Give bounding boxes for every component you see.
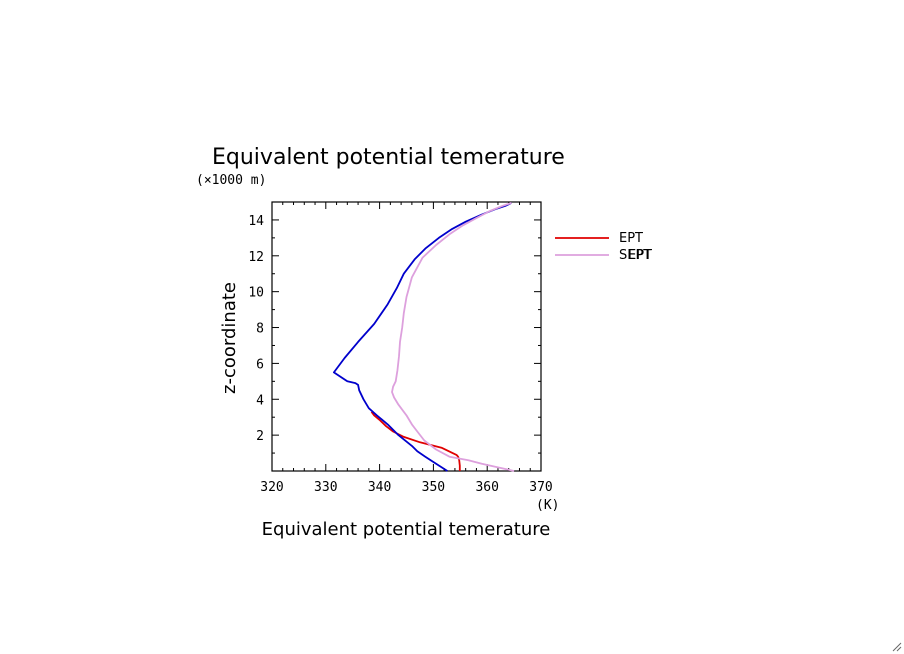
legend-label: EPT [628,248,652,263]
y-tick-label: 10 [248,286,264,301]
axis-ticks: 320 330 340 350 360 370 2 4 6 8 10 12 14 [248,202,553,495]
series-lines [332,202,515,472]
y-tick-label: 8 [256,322,264,337]
y-tick-label: 2 [256,429,264,444]
legend-label: SEPT [619,248,651,263]
x-axis-label: Equivalent potential temerature [262,519,551,540]
series-line-1 [332,202,512,472]
legend-label: EPT [619,231,643,246]
x-axis-unit: (K) [536,498,559,513]
plot-frame [271,201,542,472]
y-tick-label: 6 [256,357,264,372]
y-tick-label: 4 [256,393,264,408]
x-tick-label: 330 [314,480,337,495]
x-tick-label: 320 [260,480,283,495]
x-tick-label: 340 [368,480,391,495]
y-axis-label: z-coordinate [219,282,240,394]
chart-title: Equivalent potential temerature [212,145,565,170]
x-tick-label: 350 [422,480,445,495]
y-tick-label: 12 [248,250,264,265]
x-tick-label: 370 [529,480,552,495]
series-line-0 [370,411,461,471]
resize-grip-icon[interactable] [890,640,902,652]
series-line-2 [391,202,515,472]
y-tick-label: 14 [248,214,264,229]
y-axis-unit: (×1000 m) [196,173,266,188]
x-tick-label: 360 [475,480,498,495]
